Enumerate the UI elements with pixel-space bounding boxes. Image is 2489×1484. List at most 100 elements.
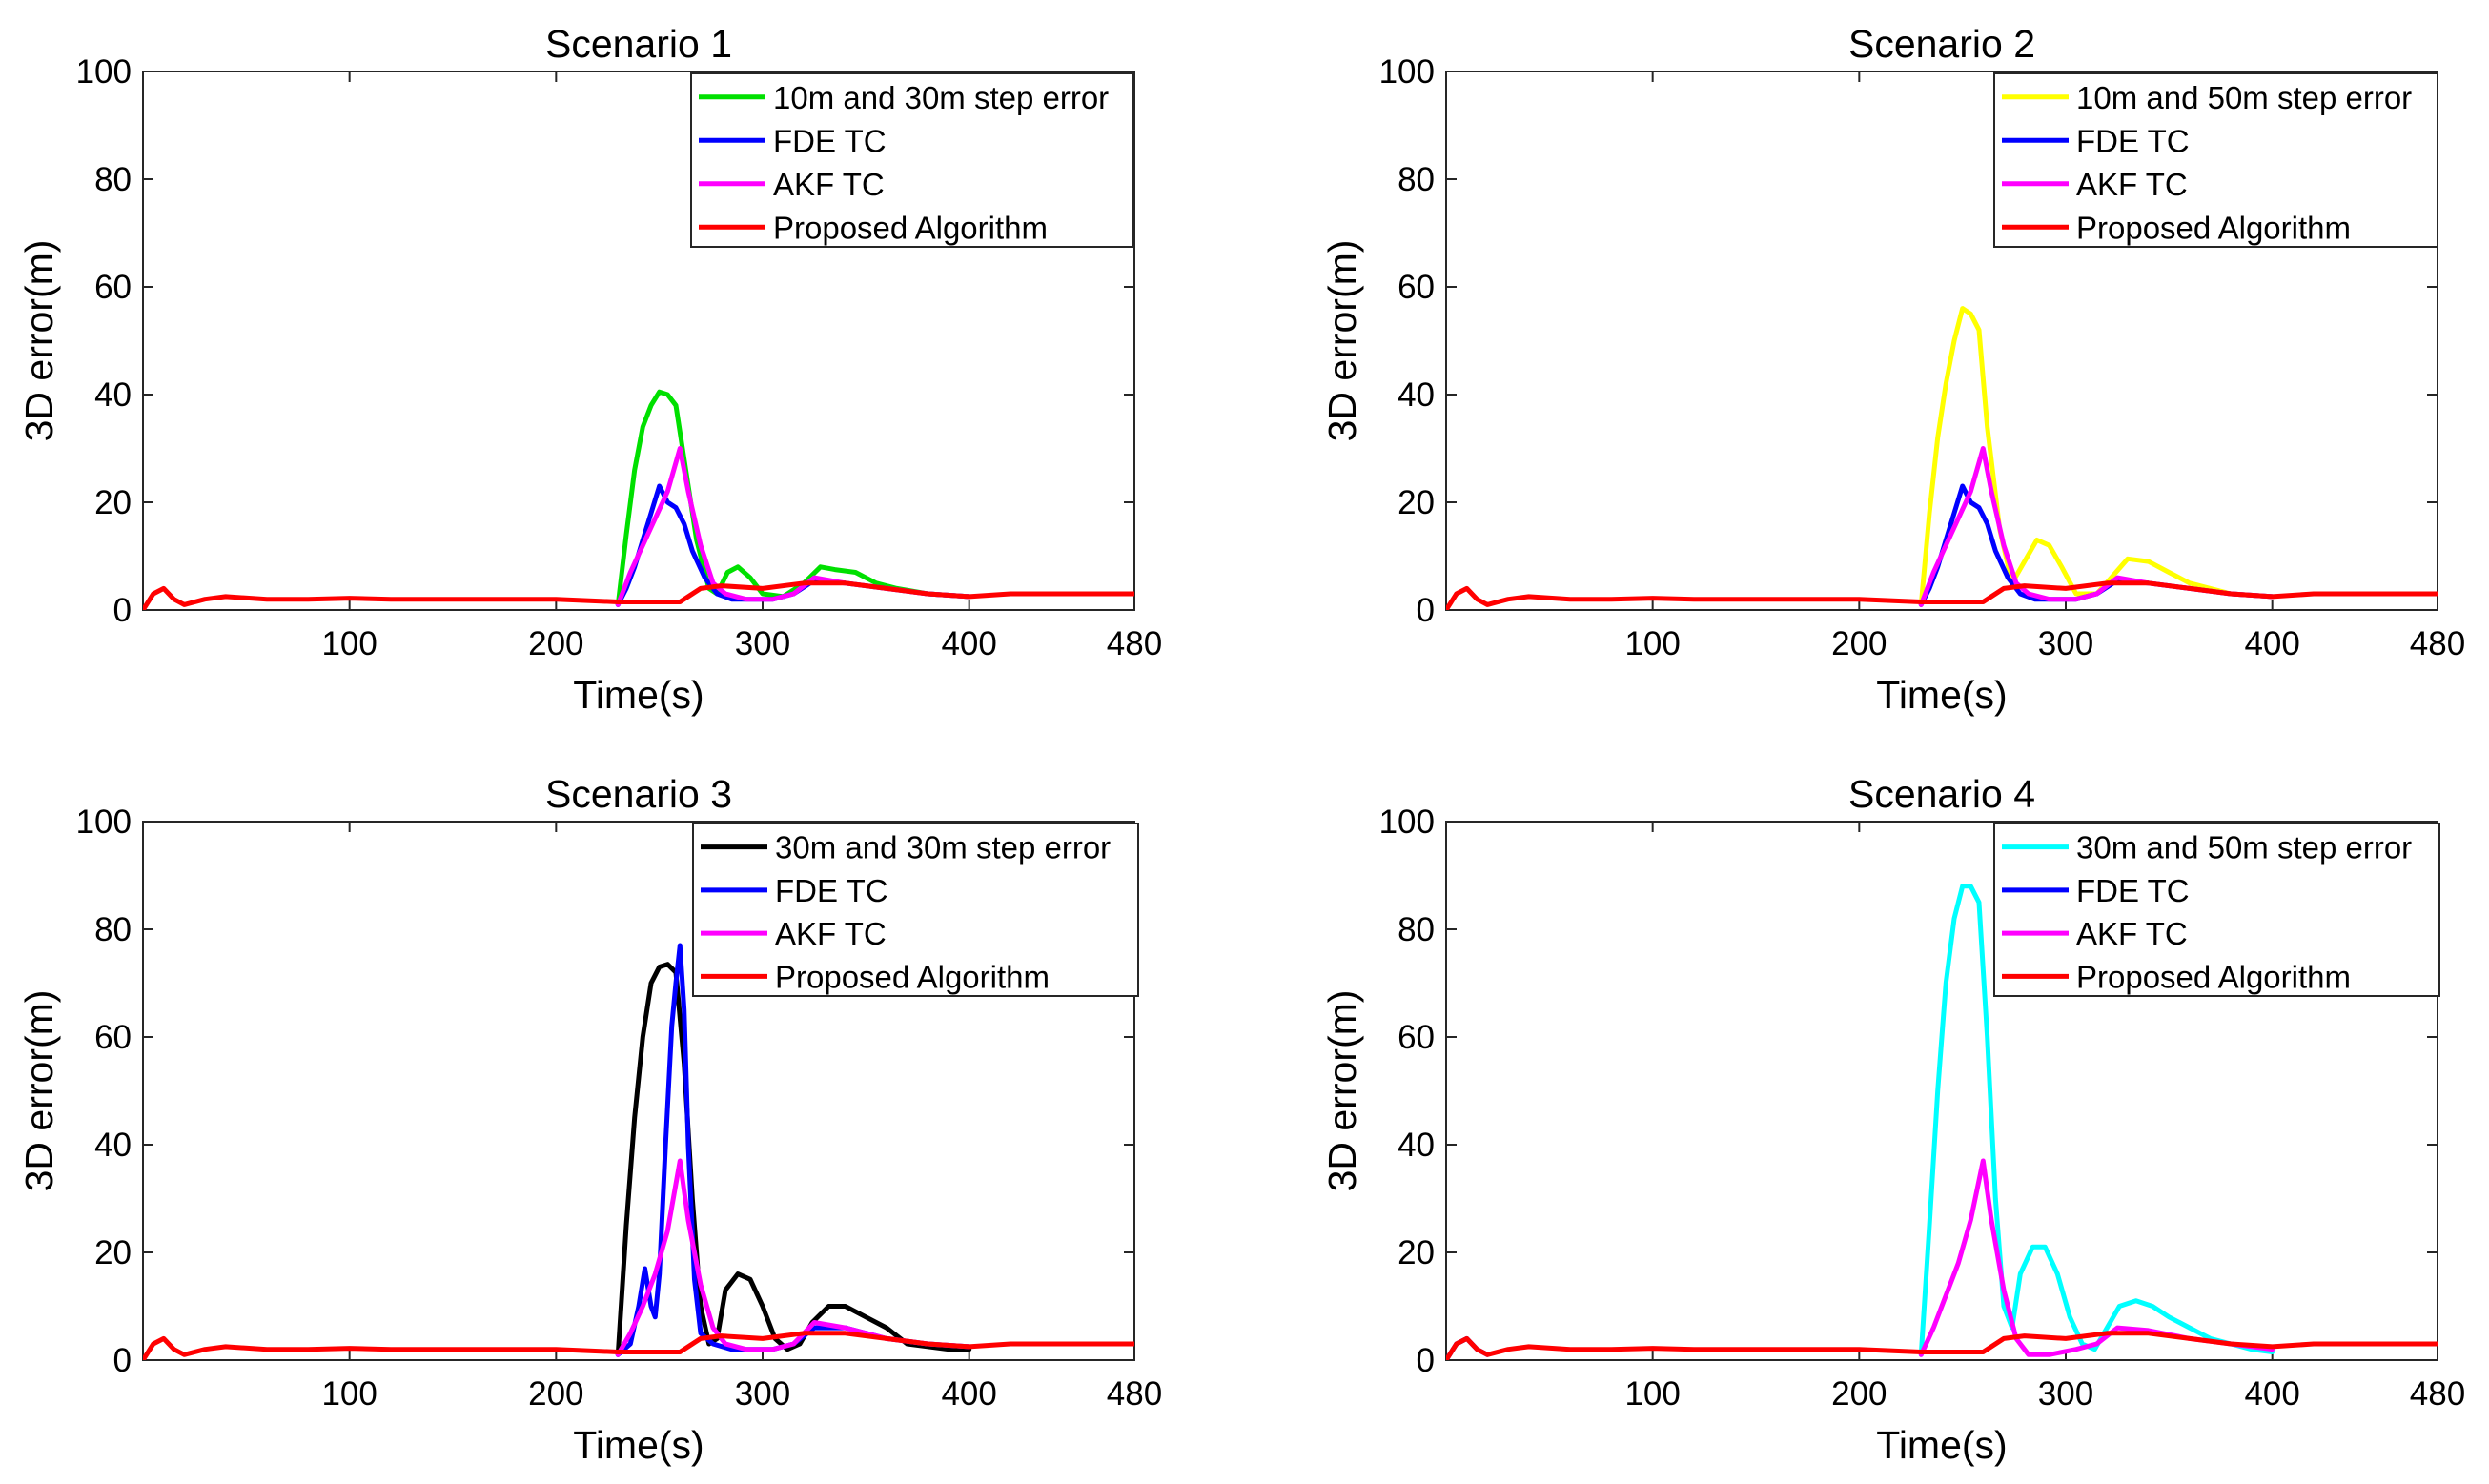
x-tick-label: 200 <box>1831 1375 1887 1413</box>
y-tick-label: 100 <box>76 53 132 91</box>
y-axis-label: 3D error(m) <box>1320 990 1364 1192</box>
series-line-proposed-algorithm <box>1446 580 2438 610</box>
x-tick-label: 200 <box>1831 625 1887 662</box>
series-line-fde-tc <box>1918 483 2275 607</box>
x-tick-label: 300 <box>2038 625 2093 662</box>
panel-2: 0 20 40 60 80 100 100 200 300 400 480 Scenario 2 Tim… <box>1320 22 2465 717</box>
legend-label: AKF TC <box>2076 916 2188 951</box>
legend: 30m and 30m step error FDE TC AKF TC Propos… <box>692 823 1139 997</box>
y-tick-label: 20 <box>1398 484 1435 521</box>
panel-1: 0 20 40 60 80 100 100 200 300 400 480 Scenario 1 Tim… <box>17 22 1162 717</box>
series-group <box>1446 884 2438 1360</box>
legend-box <box>690 72 1133 248</box>
panel-title: Scenario 2 <box>1848 22 2035 66</box>
legend-label: FDE TC <box>2076 123 2190 158</box>
series-line-akf-tc <box>615 1158 972 1357</box>
x-tick-label: 200 <box>528 1375 583 1413</box>
legend-label: Proposed Algorithm <box>773 210 1048 245</box>
y-tick-label: 100 <box>76 803 132 841</box>
series-line-fde-tc <box>615 943 972 1357</box>
y-tick-label: 20 <box>1398 1234 1435 1271</box>
y-tick-label: 0 <box>113 1342 132 1379</box>
legend-label: 10m and 50m step error <box>2076 80 2412 115</box>
plot-area <box>142 821 1135 1361</box>
x-axis-label: Time(s) <box>1876 1423 2007 1467</box>
panel-3: 0 20 40 60 80 100 100 200 300 400 480 Scenario 3 Tim… <box>17 772 1162 1467</box>
y-tick-label: 60 <box>94 1019 132 1056</box>
legend-label: 30m and 50m step error <box>2076 830 2412 865</box>
y-tick-label: 40 <box>94 1127 132 1164</box>
legend-label: FDE TC <box>773 123 887 158</box>
x-tick-label: 300 <box>735 625 790 662</box>
legend-label: 10m and 30m step error <box>773 80 1109 115</box>
y-tick-label: 80 <box>1398 161 1435 198</box>
series-line-akf-tc <box>1918 1158 2275 1357</box>
legend-label: Proposed Algorithm <box>775 959 1050 994</box>
legend-label: AKF TC <box>773 167 885 202</box>
plot-area <box>1445 821 2438 1361</box>
x-tick-label: 480 <box>1107 1375 1162 1413</box>
y-tick-label: 20 <box>94 484 132 521</box>
y-tick-label: 60 <box>94 269 132 306</box>
legend-label: Proposed Algorithm <box>2076 210 2351 245</box>
panel-title: Scenario 4 <box>1848 772 2035 816</box>
legend-label: FDE TC <box>775 873 888 908</box>
x-axis-label: Time(s) <box>573 673 704 717</box>
y-axis-label: 3D error(m) <box>17 240 61 442</box>
legend: 30m and 50m step error FDE TC AKF TC Propos… <box>1993 823 2440 997</box>
panel-title: Scenario 3 <box>545 772 732 816</box>
series-line-30m-and-50m-step-error <box>1918 884 2275 1357</box>
x-tick-label: 100 <box>321 625 377 662</box>
x-tick-label: 100 <box>321 1375 377 1413</box>
x-axis-label: Time(s) <box>573 1423 704 1467</box>
series-line-fde-tc <box>615 483 972 607</box>
y-tick-label: 40 <box>1398 376 1435 414</box>
x-axis-label: Time(s) <box>1876 673 2007 717</box>
series-line-10m-and-30m-step-error <box>615 389 972 607</box>
legend-label: 30m and 30m step error <box>775 830 1111 865</box>
x-tick-label: 300 <box>2038 1375 2093 1413</box>
series-line-10m-and-50m-step-error <box>1918 306 2275 607</box>
plot-area <box>142 71 1135 611</box>
plot-area <box>1445 71 2438 611</box>
y-tick-label: 0 <box>1417 1342 1435 1379</box>
y-tick-label: 20 <box>94 1234 132 1271</box>
legend: 10m and 50m step error FDE TC AKF TC Propos… <box>1993 72 2438 248</box>
y-tick-label: 40 <box>94 376 132 414</box>
legend-box <box>1993 823 2440 997</box>
y-axis-label: 3D error(m) <box>1320 240 1364 442</box>
series-line-proposed-algorithm <box>1446 1331 2438 1360</box>
y-tick-label: 60 <box>1398 1019 1435 1056</box>
x-tick-label: 400 <box>941 625 996 662</box>
panel-title: Scenario 1 <box>545 22 732 66</box>
y-tick-label: 0 <box>1417 592 1435 629</box>
series-line-akf-tc <box>615 446 972 607</box>
series-line-proposed-algorithm <box>143 1331 1134 1360</box>
panel-4: 0 20 40 60 80 100 100 200 300 400 480 Scenario 4 Tim… <box>1320 772 2465 1467</box>
x-tick-label: 480 <box>2410 625 2465 662</box>
series-line-proposed-algorithm <box>143 580 1134 610</box>
legend-label: FDE TC <box>2076 873 2190 908</box>
y-tick-label: 100 <box>1379 53 1435 91</box>
y-tick-label: 60 <box>1398 269 1435 306</box>
x-tick-label: 300 <box>735 1375 790 1413</box>
series-line-30m-and-30m-step-error <box>615 962 972 1357</box>
x-tick-label: 200 <box>528 625 583 662</box>
x-tick-label: 480 <box>1107 625 1162 662</box>
x-tick-label: 100 <box>1624 625 1680 662</box>
x-tick-label: 480 <box>2410 1375 2465 1413</box>
y-tick-label: 100 <box>1379 803 1435 841</box>
x-tick-label: 400 <box>941 1375 996 1413</box>
series-group <box>1446 306 2438 610</box>
x-tick-label: 100 <box>1624 1375 1680 1413</box>
y-tick-label: 0 <box>113 592 132 629</box>
x-tick-label: 400 <box>2244 1375 2299 1413</box>
y-tick-label: 80 <box>94 161 132 198</box>
legend-label: Proposed Algorithm <box>2076 959 2351 994</box>
series-group <box>143 943 1134 1360</box>
y-axis-label: 3D error(m) <box>17 990 61 1192</box>
y-tick-label: 80 <box>1398 911 1435 948</box>
y-tick-label: 40 <box>1398 1127 1435 1164</box>
legend-label: AKF TC <box>2076 167 2188 202</box>
